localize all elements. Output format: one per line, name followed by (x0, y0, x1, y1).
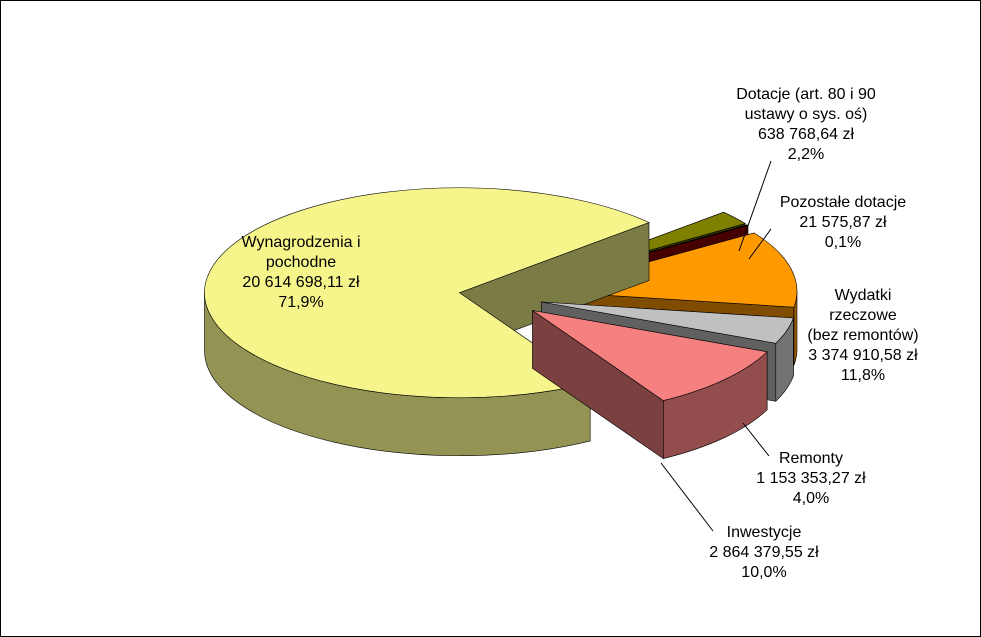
label-name: Inwestycje (726, 524, 802, 541)
label-percent: 0,1% (824, 234, 862, 251)
label-percent: 71,9% (278, 294, 324, 311)
slice-top (541, 301, 794, 344)
label-percent: 10,0% (741, 564, 787, 581)
label-amount: 21 575,87 zł (799, 214, 887, 231)
label-name: Pozostałe dotacje (779, 194, 907, 211)
leader-line (660, 462, 714, 532)
data-label: Remonty 1 153 353,27 zł 4,0% (756, 449, 865, 509)
slice (532, 309, 768, 460)
data-label: Inwestycje 2 864 379,55 zł 10,0% (709, 523, 818, 583)
label-name: Remonty (778, 450, 844, 467)
label-name: Wydatki rzeczowe (bez remontów) (807, 287, 919, 344)
label-amount: 638 768,64 zł (757, 126, 855, 143)
label-amount: 2 864 379,55 zł (709, 544, 819, 561)
leader-line (738, 160, 772, 252)
label-percent: 11,8% (840, 367, 886, 384)
leader-line (742, 422, 770, 457)
label-name: Dotacje (art. 80 i 90 ustawy o sys. oś) (736, 86, 876, 123)
label-amount: 20 614 698,11 zł (242, 274, 360, 291)
data-label: Pozostałe dotacje 21 575,87 zł 0,1% (780, 193, 906, 253)
data-label: Wynagrodzenia i pochodne 20 614 698,11 zł… (241, 233, 360, 313)
slice-top (532, 310, 768, 401)
slice-top (204, 187, 650, 399)
label-amount: 1 153 353,27 zł (756, 470, 866, 487)
label-amount: 3 374 910,58 zł (808, 347, 918, 364)
label-name: Wynagrodzenia i pochodne (241, 234, 361, 271)
label-percent: 2,2% (787, 146, 825, 163)
data-label: Wydatki rzeczowe (bez remontów) 3 374 910… (805, 286, 922, 386)
label-percent: 4,0% (792, 490, 830, 507)
leader-line (748, 228, 772, 260)
data-label: Dotacje (art. 80 i 90 ustawy o sys. oś) 6… (736, 85, 876, 165)
